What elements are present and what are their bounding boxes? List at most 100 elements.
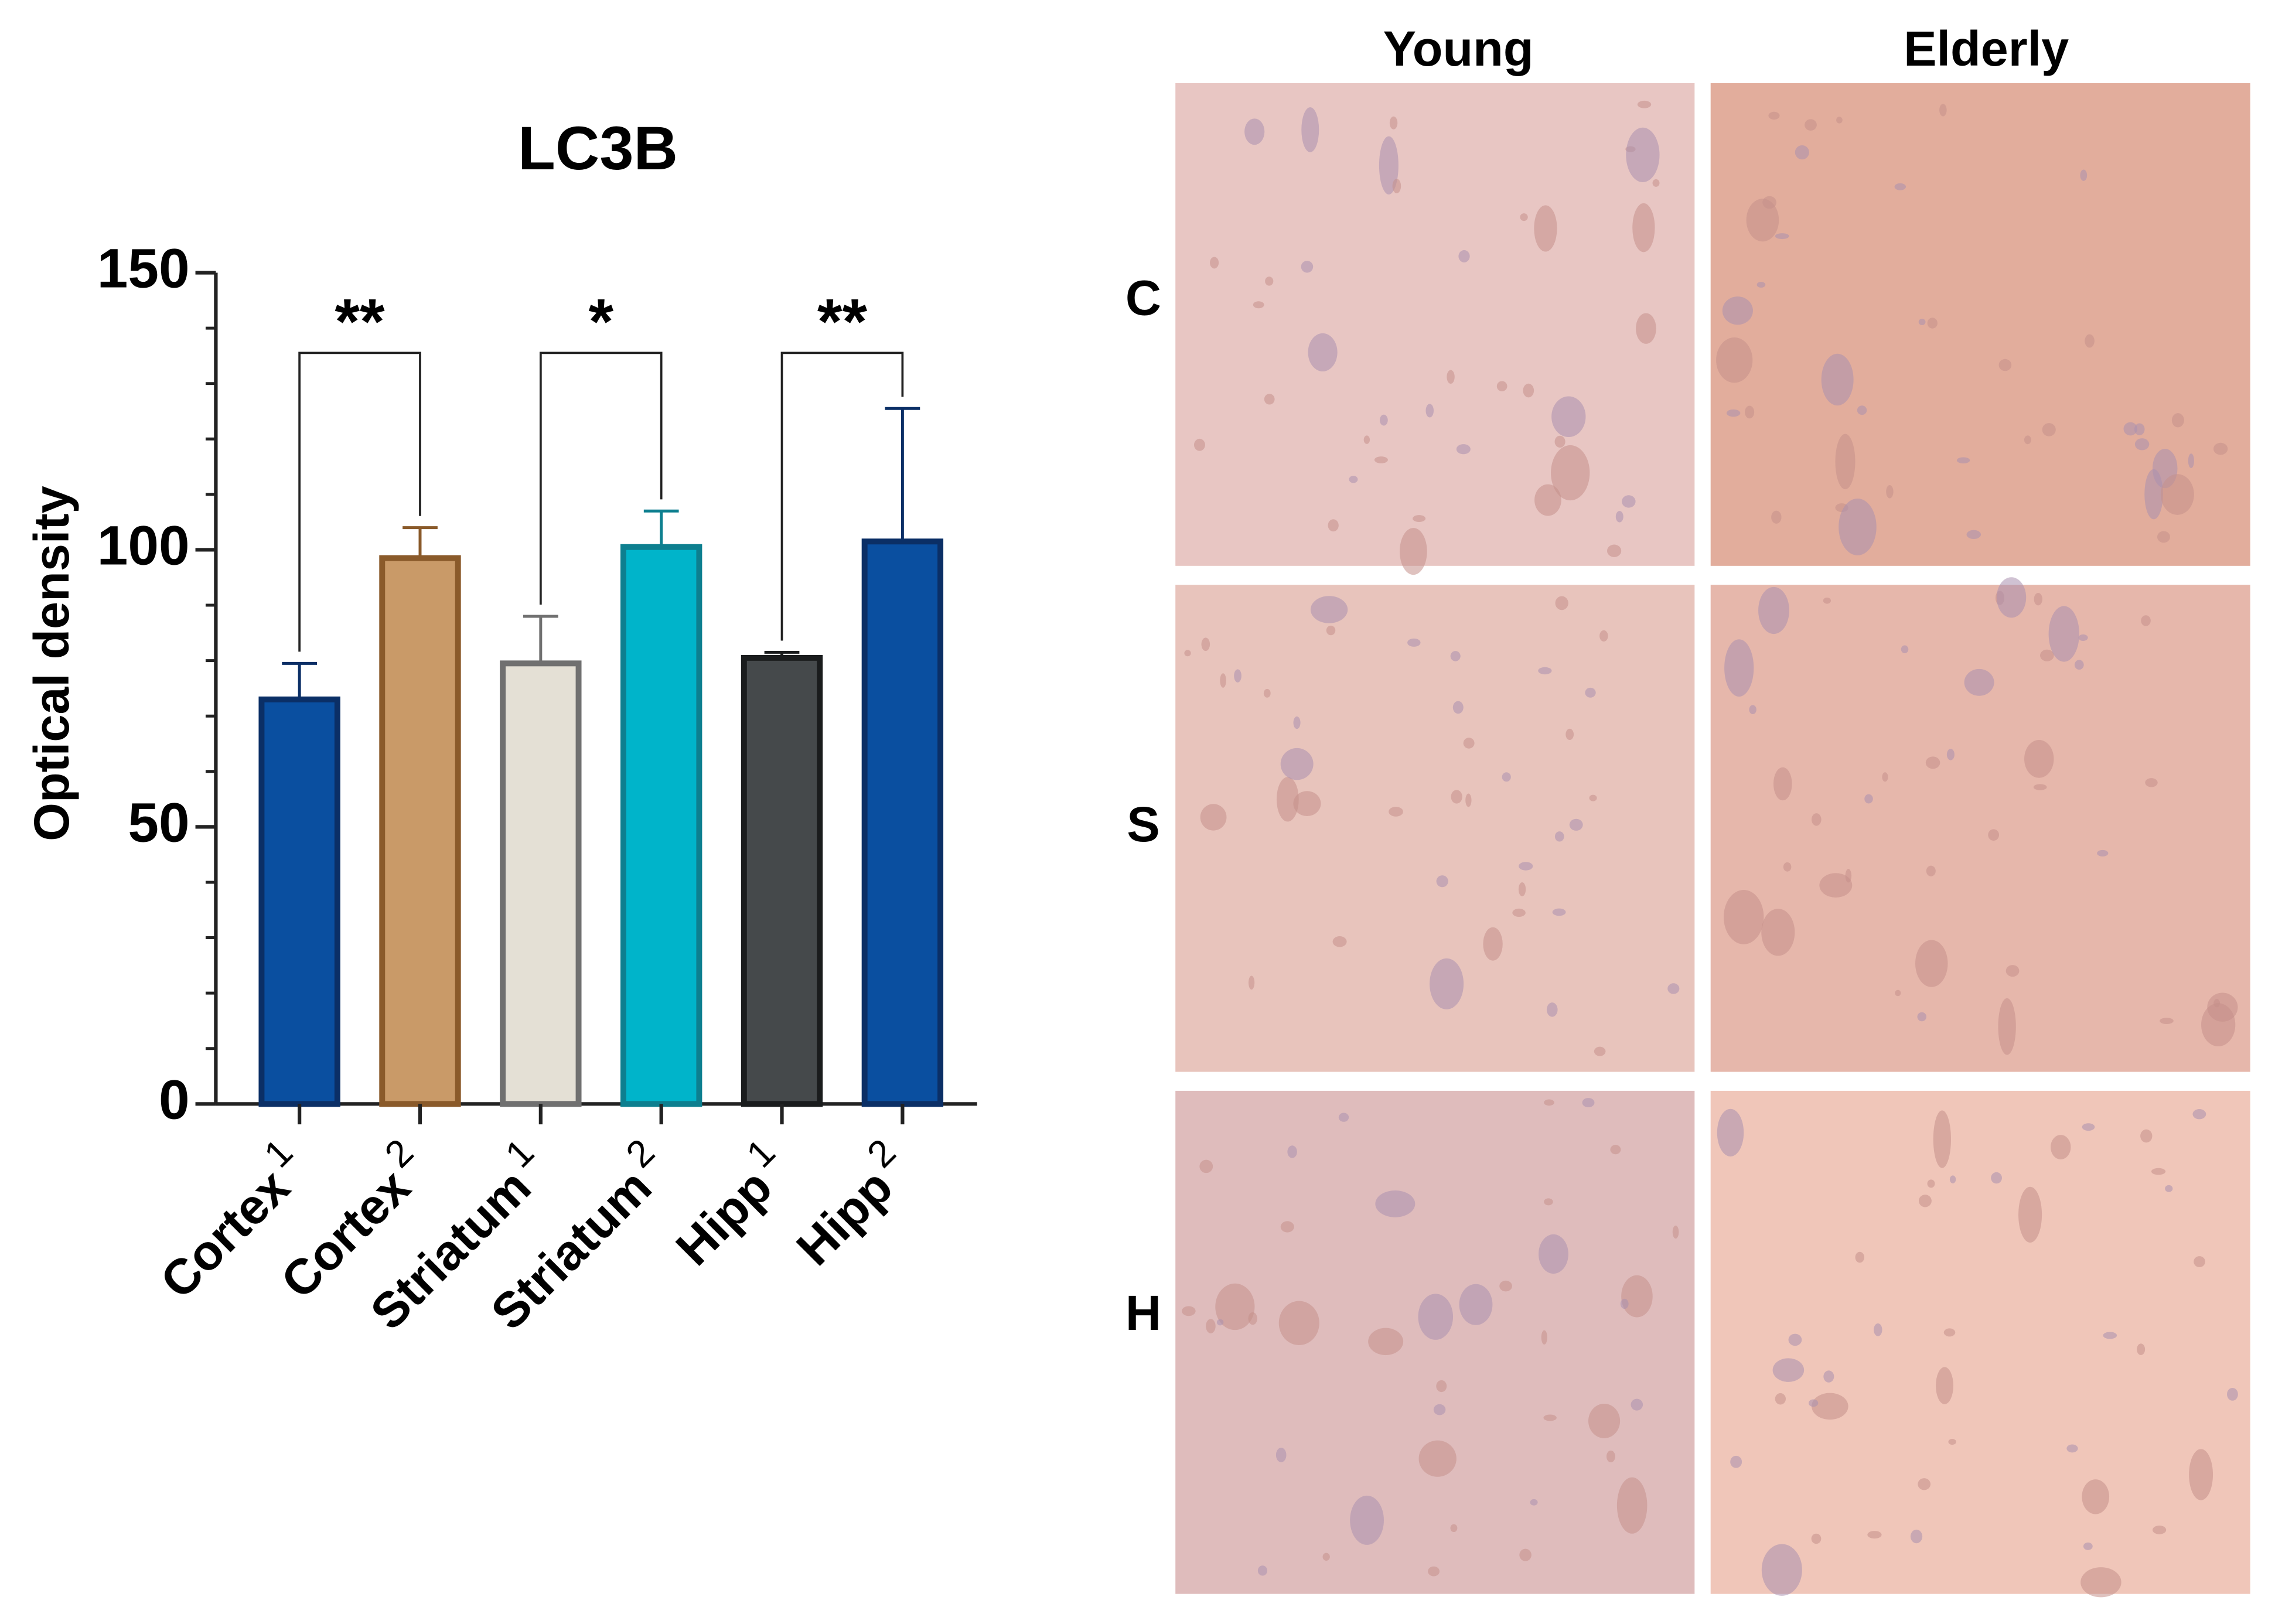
cell (1523, 383, 1534, 398)
cell (1918, 1195, 1932, 1207)
cell (1823, 597, 1831, 604)
row-label: S (1127, 796, 1159, 852)
cell (1450, 651, 1461, 661)
cell (2123, 422, 2138, 436)
cell (1724, 639, 1754, 697)
cell (1459, 1284, 1493, 1325)
micrograph (1175, 1090, 1695, 1594)
cell (1216, 1319, 1224, 1326)
cell (2078, 634, 2088, 642)
cell (1428, 1566, 1440, 1577)
cell (1244, 118, 1265, 145)
cell (1452, 701, 1464, 714)
cell (1389, 807, 1403, 817)
cell (1322, 1553, 1330, 1561)
cell (1819, 873, 1853, 898)
cell (2080, 1567, 2121, 1598)
cell (1836, 117, 1843, 124)
cell (1328, 519, 1339, 532)
cell (1512, 908, 1526, 917)
cell (1607, 544, 1622, 557)
cell (1380, 414, 1388, 426)
cell (1368, 1328, 1404, 1356)
cell (1636, 313, 1656, 344)
cell (1761, 909, 1795, 956)
cell (2074, 660, 2084, 670)
cell (2042, 423, 2056, 436)
cell (1534, 484, 1561, 516)
significance-label: * (588, 286, 613, 358)
cell (1672, 1225, 1679, 1239)
cell (1795, 145, 1809, 160)
x-tick-label: Hipp2 (777, 1131, 922, 1276)
cell (1615, 511, 1623, 523)
cell (1939, 104, 1947, 117)
cell (2137, 1343, 2146, 1356)
cell (1263, 688, 1271, 698)
cell (1749, 705, 1756, 714)
cell (1194, 438, 1205, 451)
cell (2160, 1018, 2174, 1025)
cell (1588, 1404, 1621, 1438)
cell (1374, 456, 1388, 463)
cell (1724, 889, 1764, 944)
cell (1184, 650, 1191, 657)
cell (1667, 983, 1680, 994)
cell (1496, 381, 1507, 391)
cell (1773, 767, 1792, 801)
cell (1293, 791, 1321, 816)
cell (1301, 261, 1314, 273)
cell (1465, 793, 1472, 807)
cell (2085, 334, 2095, 348)
cell (1599, 630, 1608, 642)
cell (2160, 474, 2194, 515)
cell (1927, 1179, 1935, 1188)
cell (1539, 1234, 1568, 1274)
cell (2213, 999, 2221, 1008)
cell (1594, 1046, 1606, 1056)
cell (1418, 1294, 1454, 1340)
cell (1762, 196, 1776, 209)
cell (2227, 1387, 2238, 1401)
cell (1200, 804, 1227, 831)
significance-bracket (298, 352, 421, 652)
significance-label: ** (335, 286, 385, 358)
cell (1745, 405, 1755, 419)
significance-bracket (780, 352, 904, 641)
cell (2171, 413, 2184, 428)
cell (2213, 442, 2228, 455)
bar (258, 696, 340, 1107)
cell (1882, 772, 1888, 782)
cell (1519, 862, 1533, 871)
cell (1253, 301, 1264, 309)
cell (2134, 438, 2150, 451)
cell (1555, 596, 1568, 610)
cell (2152, 1526, 2167, 1534)
cell (2140, 1129, 2153, 1143)
cell (2048, 606, 2079, 662)
cell (1379, 136, 1399, 195)
cell (2005, 965, 2020, 977)
cell (1783, 862, 1792, 872)
bar (741, 654, 823, 1107)
cell (1301, 107, 1319, 152)
cell (1857, 405, 1867, 415)
cell (1554, 435, 1565, 448)
cell (1582, 1098, 1595, 1108)
cell (1518, 882, 1526, 896)
cell (1201, 637, 1210, 651)
y-tick-label: 100 (97, 514, 190, 576)
cell (1622, 495, 1636, 508)
cell (1425, 404, 1434, 418)
cell (1910, 1529, 1923, 1544)
cell (2024, 740, 2054, 778)
cell (1901, 645, 1909, 654)
cell (1808, 1399, 1819, 1407)
cell (1502, 772, 1511, 782)
cell (1652, 179, 1660, 187)
cell (1463, 738, 1475, 749)
cell (1918, 319, 1926, 325)
y-tick-label: 150 (97, 238, 190, 300)
micrograph (1175, 83, 1695, 566)
